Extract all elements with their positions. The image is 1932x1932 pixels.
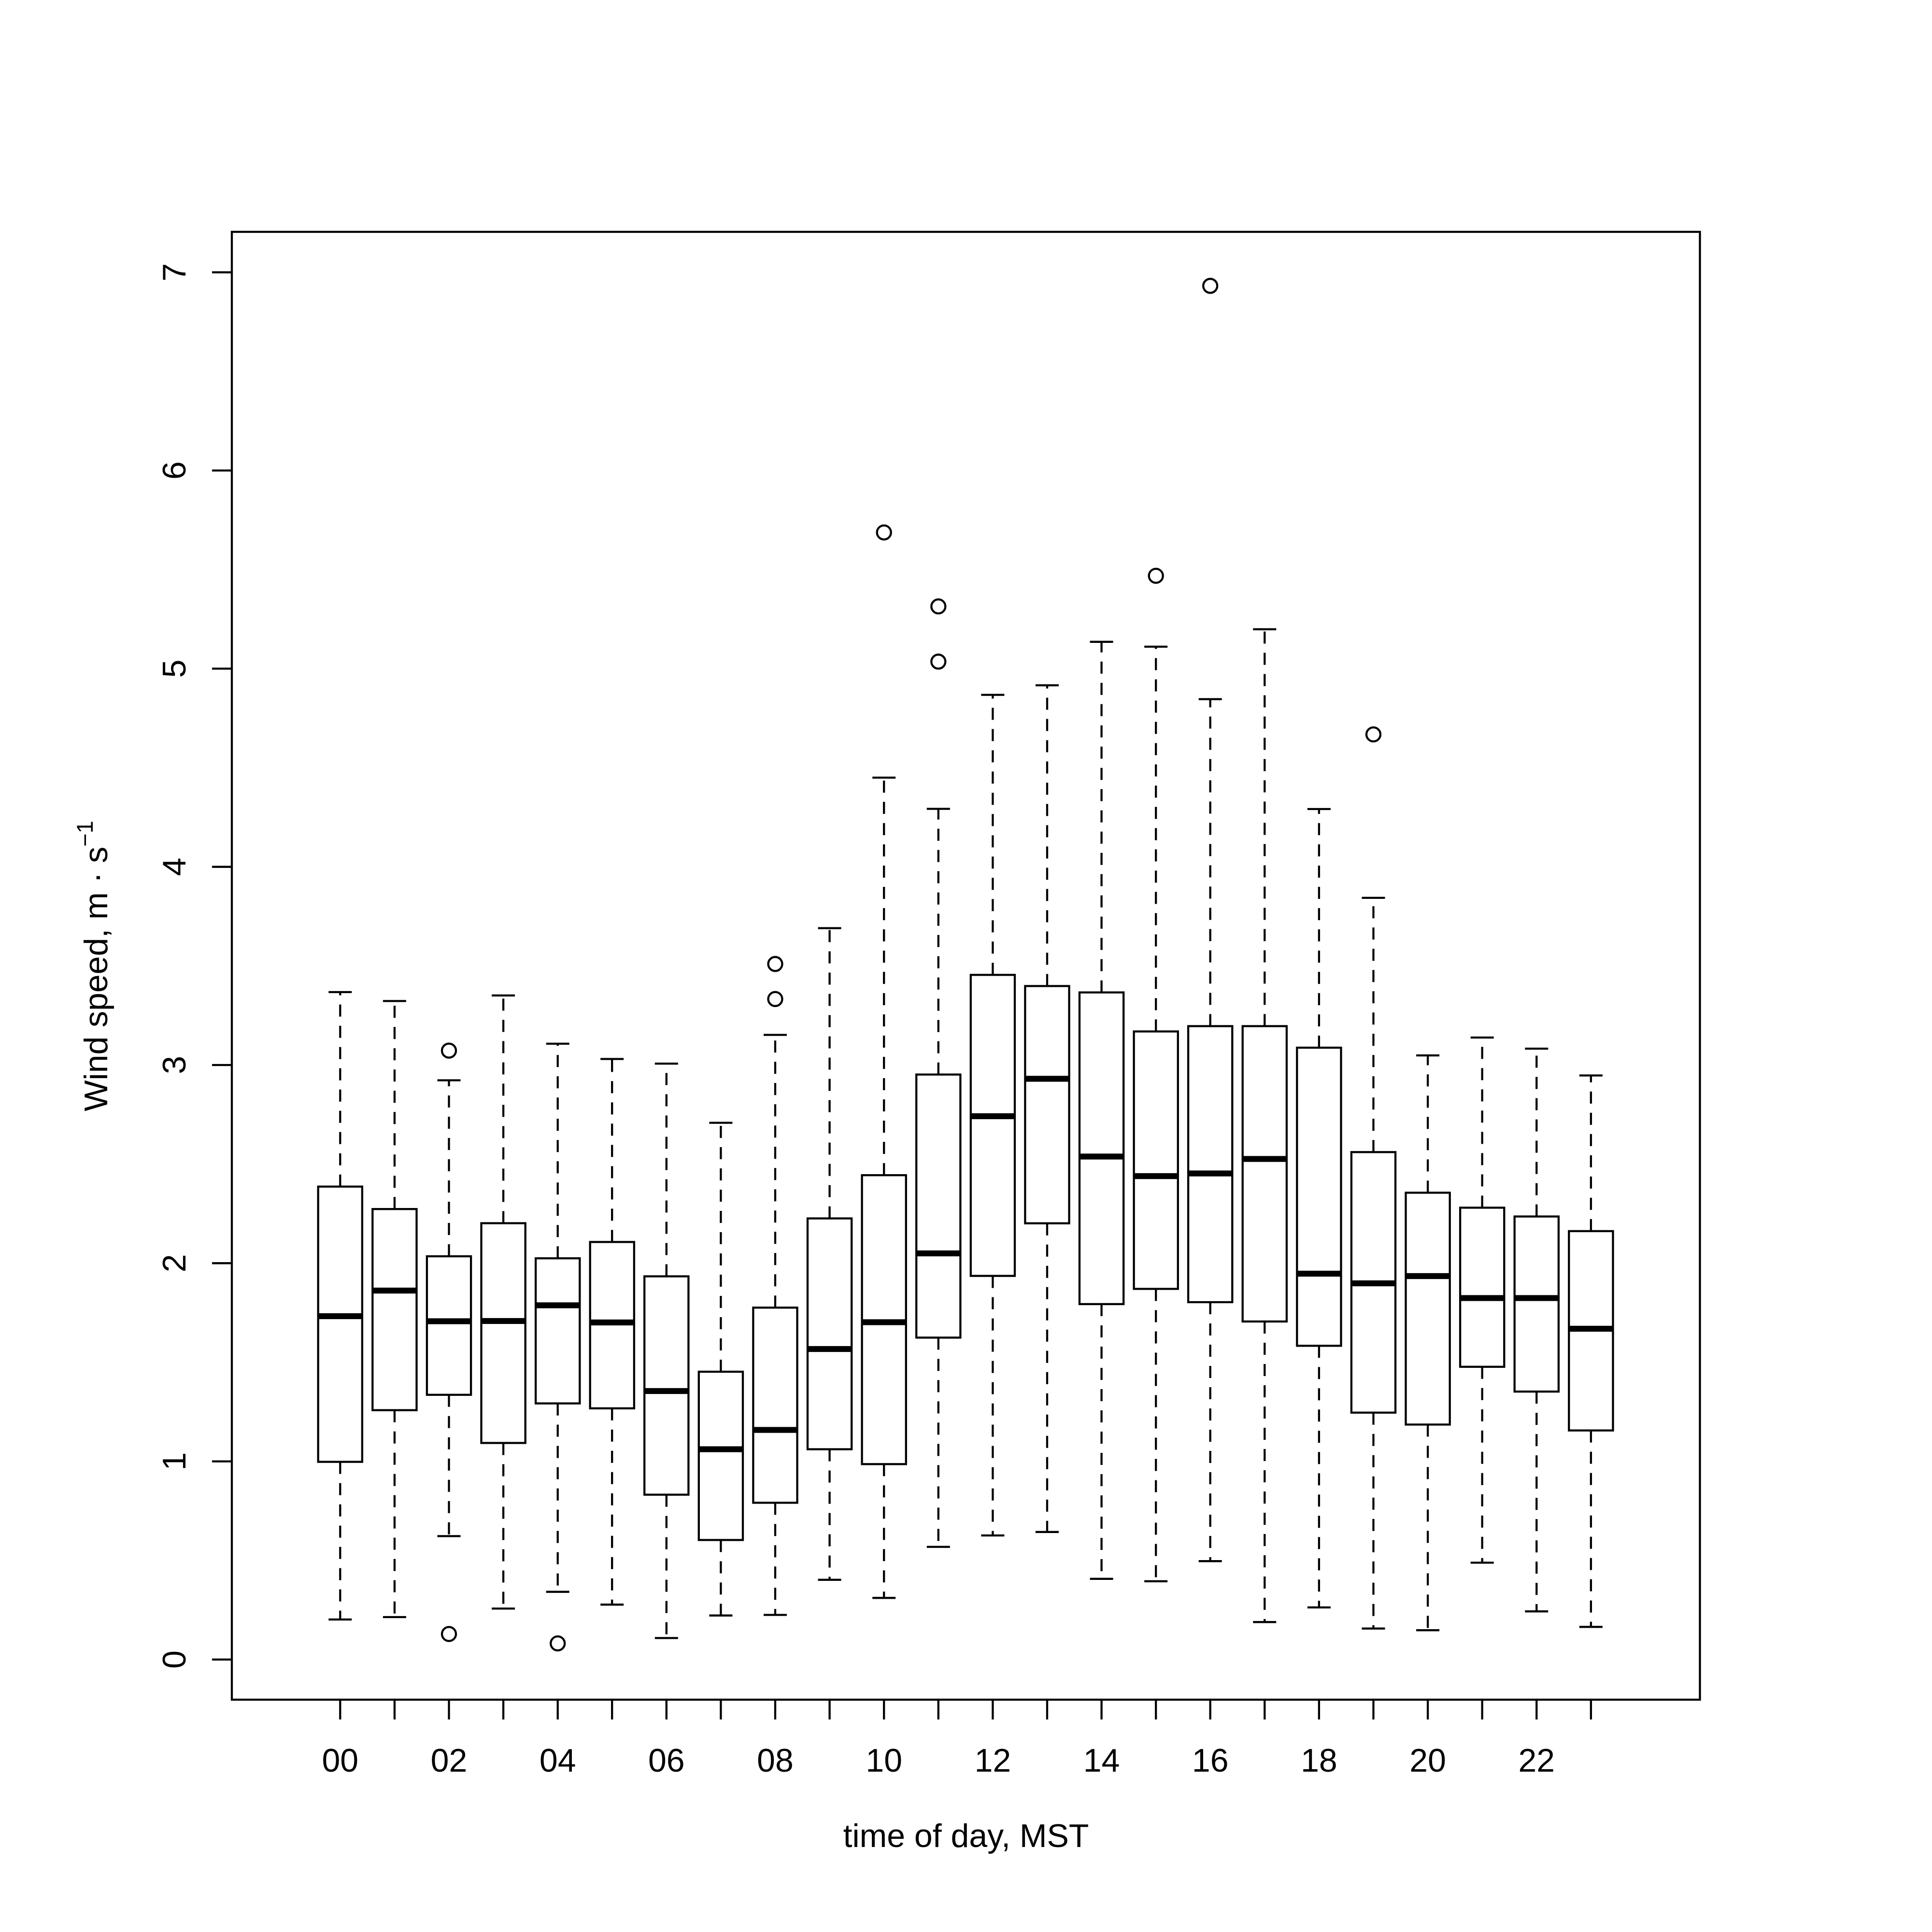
- svg-text:time of day, MST: time of day, MST: [843, 1818, 1089, 1854]
- svg-text:10: 10: [866, 1742, 902, 1779]
- svg-text:08: 08: [757, 1742, 794, 1779]
- svg-text:1: 1: [156, 1452, 193, 1471]
- svg-text:6: 6: [156, 461, 193, 480]
- svg-text:4: 4: [156, 858, 193, 876]
- svg-text:20: 20: [1409, 1742, 1446, 1779]
- svg-text:2: 2: [156, 1254, 193, 1272]
- svg-text:00: 00: [322, 1742, 358, 1779]
- svg-text:0: 0: [156, 1650, 193, 1669]
- svg-text:16: 16: [1192, 1742, 1229, 1779]
- svg-text:22: 22: [1518, 1742, 1555, 1779]
- svg-text:14: 14: [1083, 1742, 1120, 1779]
- svg-text:06: 06: [648, 1742, 685, 1779]
- svg-text:7: 7: [156, 263, 193, 282]
- svg-text:04: 04: [540, 1742, 576, 1779]
- svg-text:12: 12: [975, 1742, 1011, 1779]
- svg-text:3: 3: [156, 1056, 193, 1074]
- svg-text:02: 02: [431, 1742, 468, 1779]
- svg-text:Wind speed, m · s−1: Wind speed, m · s−1: [72, 821, 114, 1111]
- svg-text:18: 18: [1301, 1742, 1337, 1779]
- svg-text:5: 5: [156, 659, 193, 678]
